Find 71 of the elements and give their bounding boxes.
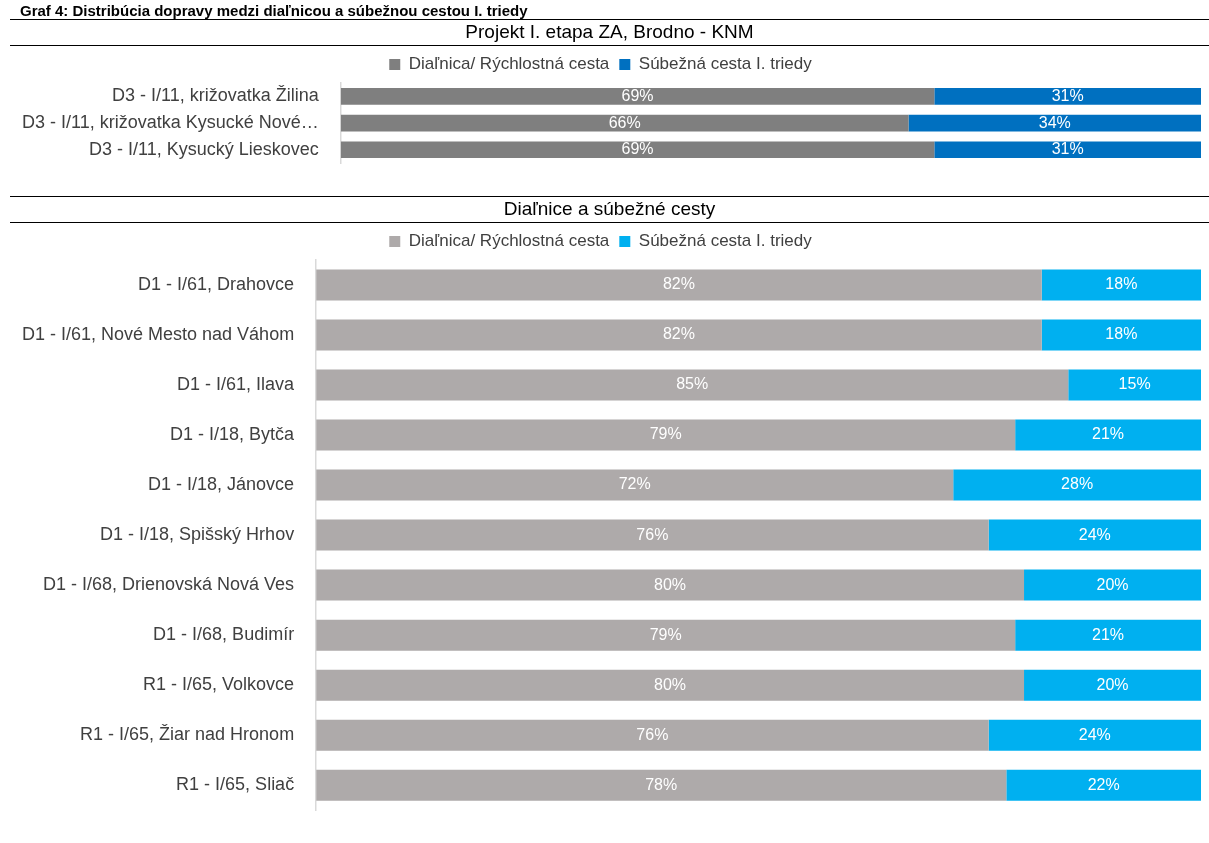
- data-label: 34%: [1038, 113, 1071, 131]
- chart-title: Diaľnice a súbežné cesty: [10, 196, 1209, 223]
- legend-label: Diaľnica/ Rýchlostná cesta: [408, 54, 610, 74]
- bar: [1024, 669, 1201, 701]
- data-label: 20%: [1096, 675, 1129, 693]
- y-tick-label: D3 - I/11, križovatka Žilina: [112, 85, 320, 106]
- y-tick-label: D3 - I/11, Kysucký Lieskovec: [89, 138, 319, 159]
- bar: [316, 719, 989, 751]
- y-tick-label: D1 - I/61, Drahovce: [138, 273, 295, 294]
- data-label: 18%: [1105, 275, 1138, 293]
- y-tick-label: D1 - I/61, Nové Mesto nad Váhom: [22, 324, 295, 344]
- data-label: 82%: [662, 275, 695, 293]
- bar: [1024, 569, 1201, 601]
- data-label: 69%: [621, 140, 654, 158]
- data-label: 20%: [1096, 575, 1129, 593]
- bar: [316, 669, 1025, 701]
- bar: [316, 619, 1016, 651]
- y-tick-label: D3 - I/11, križovatka Kysucké Nové…: [21, 112, 319, 133]
- data-label: 82%: [662, 325, 695, 343]
- text: Graf 4: Distribúcia dopravy medzi diaľnicou a súbežnou cestou I. triedy: [19, 1, 529, 19]
- data-label: 80%: [654, 675, 687, 693]
- data-label: 76%: [636, 725, 669, 743]
- bar: [1006, 769, 1201, 801]
- data-label: 28%: [1061, 475, 1094, 493]
- bar: [316, 769, 1007, 801]
- bar: [316, 419, 1016, 451]
- y-tick-label: D1 - I/18, Jánovce: [148, 474, 295, 495]
- y-tick-label: D1 - I/68, Drienovská Nová Ves: [43, 574, 295, 595]
- bar: [316, 269, 1042, 301]
- bar: [988, 519, 1201, 551]
- bar: [316, 569, 1025, 601]
- legend-label: Diaľnica/ Rýchlostná cesta: [408, 231, 610, 251]
- data-label: 22%: [1087, 775, 1120, 793]
- y-tick-label: D1 - I/61, Ilava: [177, 374, 296, 395]
- bar: [1015, 619, 1201, 651]
- data-label: 72%: [618, 475, 651, 493]
- data-label: 66%: [608, 113, 641, 131]
- data-label: 21%: [1092, 625, 1125, 643]
- bar: [316, 319, 1042, 351]
- y-tick-label: D1 - I/18, Spišský Hrhov: [100, 524, 295, 545]
- bar: [316, 519, 989, 551]
- data-label: 80%: [654, 575, 687, 593]
- bar: [316, 369, 1069, 401]
- data-label: 24%: [1078, 725, 1111, 743]
- data-label: 21%: [1092, 425, 1125, 443]
- bar: [1015, 419, 1201, 451]
- data-label: 31%: [1051, 86, 1084, 104]
- data-label: 85%: [676, 375, 709, 393]
- data-label: 15%: [1118, 375, 1151, 393]
- data-label: 18%: [1105, 325, 1138, 343]
- bar: [988, 719, 1201, 751]
- data-label: 76%: [636, 525, 669, 543]
- data-label: 79%: [649, 625, 682, 643]
- y-tick-label: R1 - I/65, Žiar nad Hronom: [80, 724, 295, 745]
- data-label: 78%: [645, 775, 678, 793]
- y-tick-label: D1 - I/18, Bytča: [170, 424, 296, 445]
- y-tick-label: R1 - I/65, Volkovce: [143, 674, 295, 695]
- data-label: 24%: [1078, 525, 1111, 543]
- bar: [953, 469, 1201, 501]
- y-tick-label: D1 - I/68, Budimír: [153, 624, 295, 645]
- chart-title: Projekt I. etapa ZA, Brodno - KNM: [10, 19, 1209, 46]
- legend-label: Súbežná cesta I. triedy: [638, 54, 813, 74]
- bar: [1041, 269, 1201, 301]
- bar: [1041, 319, 1201, 351]
- bar: [1068, 369, 1201, 401]
- data-label: 69%: [621, 86, 654, 104]
- y-tick-label: R1 - I/65, Sliač: [176, 774, 295, 795]
- legend-label: Súbežná cesta I. triedy: [638, 231, 813, 251]
- data-label: 79%: [649, 425, 682, 443]
- data-label: 31%: [1051, 140, 1084, 158]
- bar: [316, 469, 954, 501]
